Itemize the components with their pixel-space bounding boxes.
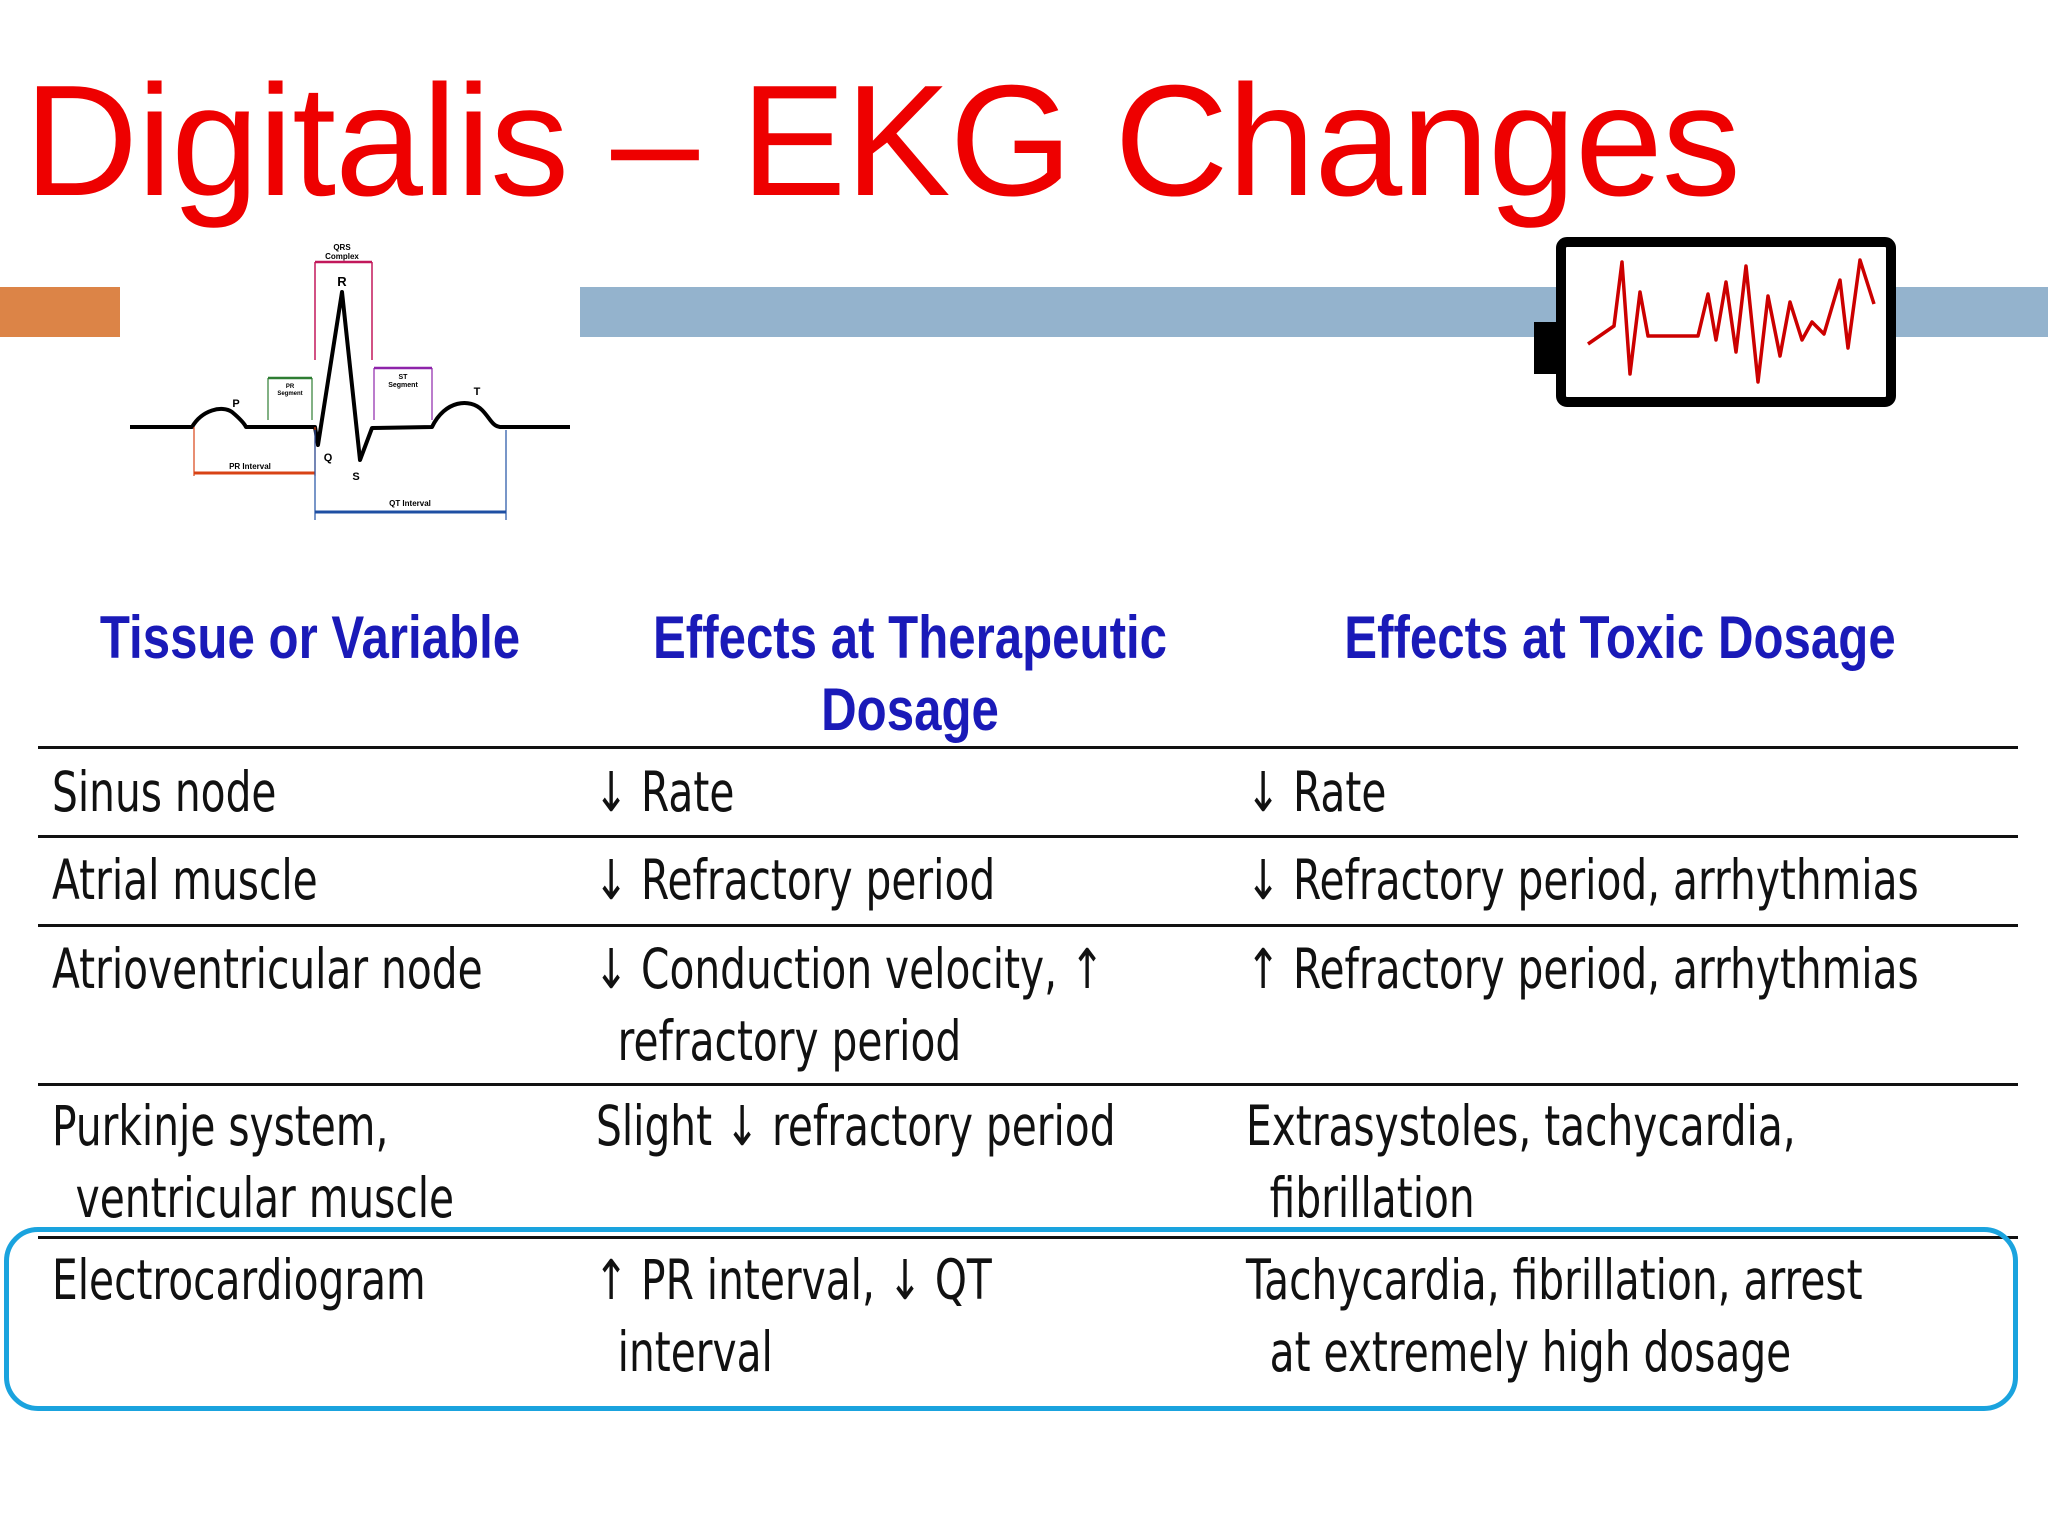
header-tissue: Tissue or Variable <box>89 602 532 674</box>
cell-therapeutic: ↑ PR interval, ↓ QT interval <box>594 1244 992 1388</box>
t-wave-label: T <box>474 386 481 398</box>
cell-toxic-line2: at extremely high dosage <box>1269 1320 1792 1384</box>
q-wave-label: Q <box>324 452 333 464</box>
cell-tissue: Sinus node <box>52 760 277 824</box>
cell-toxic: ↑ Refractory period, arrhythmias <box>1246 937 1919 1001</box>
qrs-label-line1: QRS <box>333 243 351 252</box>
p-wave-label: P <box>232 398 239 410</box>
ecg-waveform-diagram: QRS Complex R PR Segment ST Segment P Q … <box>130 243 570 520</box>
r-wave-label: R <box>337 274 347 289</box>
cell-tissue-line2: ventricular muscle <box>75 1166 455 1230</box>
cell-therapeutic: ↓ Refractory period <box>594 848 996 912</box>
pr-interval-label: PR Interval <box>229 462 271 471</box>
cell-tissue: Purkinje system, ventricular muscle <box>52 1090 454 1234</box>
cell-toxic-line2: fibrillation <box>1269 1166 1475 1230</box>
qt-interval-label: QT Interval <box>389 499 431 508</box>
header-toxic-text: Effects at Toxic Dosage <box>1344 604 1896 671</box>
cell-therapeutic: Slight ↓ refractory period <box>596 1094 1116 1158</box>
orange-accent-bar <box>0 287 120 337</box>
cell-therapeutic-line1: ↑ PR interval, ↓ QT <box>594 1248 992 1312</box>
pr-segment-label-line2: Segment <box>277 391 302 397</box>
cell-toxic: ↓ Rate <box>1246 760 1387 824</box>
table-rule <box>38 746 2018 749</box>
ecg-monitor-icon <box>1534 237 1896 407</box>
table-rule <box>38 835 2018 838</box>
table-rule <box>38 1236 2018 1239</box>
cell-toxic: ↓ Refractory period, arrhythmias <box>1246 848 1919 912</box>
st-segment-label-line2: Segment <box>388 382 418 389</box>
ecg-trace <box>130 290 570 462</box>
cell-tissue: Electrocardiogram <box>52 1248 426 1312</box>
cell-tissue: Atrioventricular node <box>52 937 483 1001</box>
header-therapeutic: Effects at Therapeutic Dosage <box>639 602 1180 746</box>
cell-therapeutic-line2: interval <box>617 1320 773 1384</box>
cell-therapeutic-line1: ↓ Conduction velocity, ↑ <box>594 937 1105 1001</box>
cell-toxic: Extrasystoles, tachycardia, fibrillation <box>1246 1090 1796 1234</box>
header-toxic: Effects at Toxic Dosage <box>1308 602 1931 674</box>
cell-tissue-line1: Purkinje system, <box>52 1094 389 1158</box>
header-therapeutic-line1: Effects at Therapeutic <box>652 604 1168 671</box>
cell-tissue: Atrial muscle <box>52 848 318 912</box>
header-therapeutic-line2: Dosage <box>821 676 999 743</box>
table-rule <box>38 924 2018 927</box>
header-tissue-text: Tissue or Variable <box>99 604 521 671</box>
table-rule <box>38 1083 2018 1086</box>
cell-therapeutic: ↓ Conduction velocity, ↑ refractory peri… <box>594 933 1104 1077</box>
cell-toxic-line1: Tachycardia, fibrillation, arrest <box>1246 1248 1863 1312</box>
s-wave-label: S <box>352 471 359 483</box>
pr-segment-label-line1: PR <box>286 384 295 390</box>
st-segment-label-line1: ST <box>399 374 409 381</box>
monitor-trace <box>1587 258 1876 384</box>
electrocardiogram-row-highlight <box>4 1227 2018 1411</box>
cell-therapeutic-line2: refractory period <box>617 1009 962 1073</box>
qrs-label-line2: Complex <box>325 252 359 261</box>
cell-therapeutic: ↓ Rate <box>594 760 735 824</box>
cell-toxic-line1: Extrasystoles, tachycardia, <box>1246 1094 1796 1158</box>
monitor-screen <box>1556 237 1896 407</box>
cell-toxic: Tachycardia, fibrillation, arrest at ext… <box>1246 1244 1863 1388</box>
slide-title: Digitalis – EKG Changes <box>24 53 1741 229</box>
